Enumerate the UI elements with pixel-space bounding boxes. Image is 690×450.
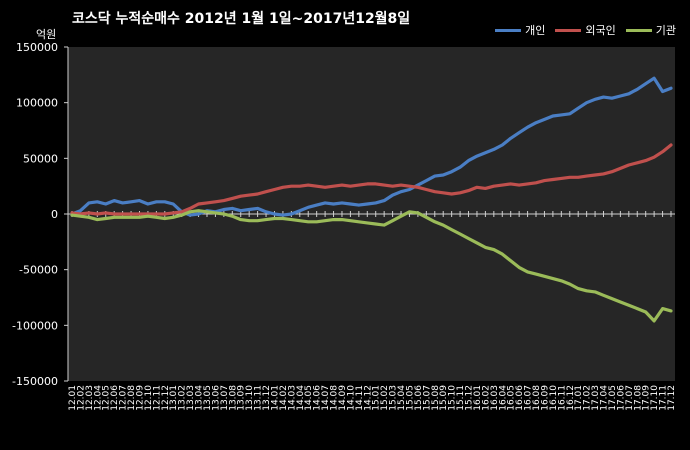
x-tick-label: 12.08 bbox=[127, 385, 137, 411]
y-tick-label: 50000 bbox=[23, 152, 58, 165]
legend-item-individual: 개인 bbox=[495, 22, 545, 38]
x-tick-label: 14.10 bbox=[346, 385, 356, 411]
legend: 개인 외국인 기관 bbox=[495, 22, 676, 38]
y-tick-label: 150000 bbox=[16, 41, 58, 54]
x-tick-label: 15.04 bbox=[397, 385, 407, 411]
x-tick-label: 16.09 bbox=[540, 385, 550, 411]
x-tick-label: 13.07 bbox=[220, 385, 230, 411]
x-tick-label: 15.08 bbox=[431, 385, 441, 411]
x-tick-label: 17.08 bbox=[633, 385, 643, 411]
x-tick-label: 17.07 bbox=[625, 385, 635, 411]
legend-swatch-individual bbox=[495, 28, 522, 32]
x-tick-label: 13.06 bbox=[211, 385, 221, 411]
x-tick-label: 14.09 bbox=[338, 385, 348, 411]
y-tick-label: -150000 bbox=[12, 375, 58, 388]
x-tick-label: 14.05 bbox=[304, 385, 314, 411]
x-tick-label: 13.03 bbox=[186, 385, 196, 411]
x-tick-label: 16.10 bbox=[549, 385, 559, 411]
x-tick-label: 14.08 bbox=[330, 385, 340, 411]
x-tick-label: 16.02 bbox=[481, 385, 491, 411]
line-individual bbox=[70, 76, 673, 217]
x-tick-label: 12.02 bbox=[76, 385, 86, 411]
x-tick-label: 14.06 bbox=[313, 385, 323, 411]
x-tick-label: 14.02 bbox=[279, 385, 289, 411]
x-tick-label: 17.05 bbox=[608, 385, 618, 411]
legend-label-individual: 개인 bbox=[525, 24, 546, 37]
x-tick-label: 16.08 bbox=[532, 385, 542, 411]
x-tick-label: 17.09 bbox=[642, 385, 652, 411]
x-tick-label: 15.02 bbox=[380, 385, 390, 411]
x-tick-label: 17.03 bbox=[591, 385, 601, 411]
x-tick-label: 13.08 bbox=[228, 385, 238, 411]
x-tick-label: 12.04 bbox=[93, 385, 103, 411]
y-axis-unit-label: 억원 bbox=[36, 28, 57, 41]
x-tick-label: 13.10 bbox=[245, 385, 255, 411]
x-tick-label: 14.04 bbox=[296, 385, 306, 411]
x-tick-label: 12.11 bbox=[152, 385, 162, 411]
x-tick-label: 15.12 bbox=[465, 385, 475, 411]
legend-label-institution: 기관 bbox=[655, 24, 676, 37]
legend-swatch-foreign bbox=[555, 28, 582, 32]
x-tick-label: 13.04 bbox=[195, 385, 205, 411]
x-tick-label: 13.11 bbox=[254, 385, 264, 411]
legend-item-institution: 기관 bbox=[625, 22, 676, 38]
y-tick-label: -50000 bbox=[19, 264, 58, 277]
x-tick-label: 16.12 bbox=[566, 385, 576, 411]
x-tick-label: 15.07 bbox=[422, 385, 432, 411]
legend-label-foreign: 외국인 bbox=[585, 24, 616, 37]
x-tick-label: 17.10 bbox=[650, 385, 660, 411]
x-tick-label: 12.05 bbox=[102, 385, 112, 411]
x-tick-label: 13.12 bbox=[262, 385, 272, 411]
x-tick-label: 14.01 bbox=[270, 385, 280, 411]
x-tick-label: 15.10 bbox=[448, 385, 458, 411]
x-tick-label: 15.11 bbox=[456, 385, 466, 411]
x-tick-label: 17.02 bbox=[583, 385, 593, 411]
x-tick-label: 17.12 bbox=[667, 385, 677, 411]
y-tick-label: -100000 bbox=[12, 319, 58, 332]
y-tick-label: 100000 bbox=[16, 97, 58, 110]
x-tick-label: 14.12 bbox=[363, 385, 373, 411]
x-tick-label: 14.11 bbox=[355, 385, 365, 411]
x-tick-label: 16.01 bbox=[473, 385, 483, 411]
x-tick-label: 12.01 bbox=[68, 385, 78, 411]
x-tick-label: 16.04 bbox=[498, 385, 508, 411]
legend-swatch-institution bbox=[625, 28, 652, 32]
x-tick-label: 17.01 bbox=[574, 385, 584, 411]
line-foreign bbox=[70, 143, 673, 216]
x-tick-label: 14.03 bbox=[287, 385, 297, 411]
x-tick-label: 15.05 bbox=[405, 385, 415, 411]
x-tick-label: 12.12 bbox=[161, 385, 171, 411]
legend-item-foreign: 외국인 bbox=[555, 22, 616, 38]
x-tick-label: 15.01 bbox=[372, 385, 382, 411]
x-tick-label: 13.05 bbox=[203, 385, 213, 411]
x-tick-label: 12.09 bbox=[135, 385, 145, 411]
x-tick-label: 12.06 bbox=[110, 385, 120, 411]
x-tick-label: 13.02 bbox=[178, 385, 188, 411]
x-tick-label: 12.03 bbox=[85, 385, 95, 411]
x-tick-label: 14.07 bbox=[321, 385, 331, 411]
x-tick-label: 17.04 bbox=[600, 385, 610, 411]
x-tick-label: 15.06 bbox=[414, 385, 424, 411]
x-tick-label: 15.03 bbox=[389, 385, 399, 411]
chart-title: 코스닥 누적순매수 2012년 1월 1일~2017년12월8일 bbox=[72, 11, 411, 27]
line-institution bbox=[70, 209, 673, 323]
x-tick-label: 16.06 bbox=[515, 385, 525, 411]
x-tick-label: 13.01 bbox=[169, 385, 179, 411]
x-tick-label: 16.03 bbox=[490, 385, 500, 411]
x-tick-label: 15.09 bbox=[439, 385, 449, 411]
y-tick-label: 0 bbox=[51, 208, 58, 221]
x-tick-label: 16.11 bbox=[557, 385, 567, 411]
x-tick-label: 16.05 bbox=[507, 385, 517, 411]
x-tick-label: 12.10 bbox=[144, 385, 154, 411]
x-tick-label: 12.07 bbox=[119, 385, 129, 411]
x-tick-label: 13.09 bbox=[237, 385, 247, 411]
x-tick-label: 16.07 bbox=[524, 385, 534, 411]
x-tick-label: 17.11 bbox=[659, 385, 669, 411]
x-tick-label: 17.06 bbox=[616, 385, 626, 411]
